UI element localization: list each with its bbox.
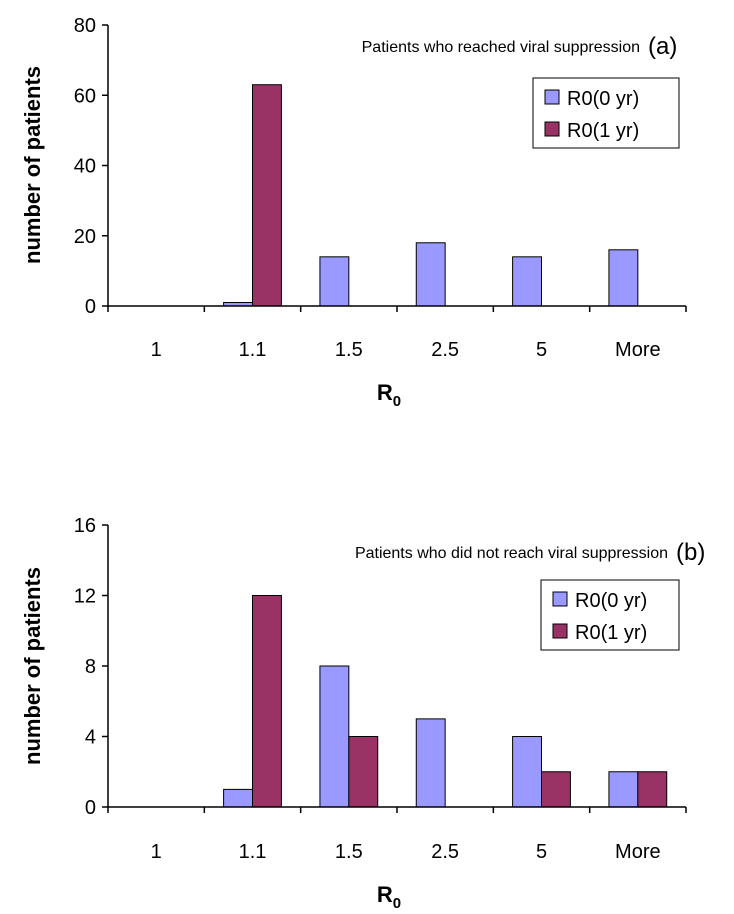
x-axis-title: R0 — [377, 380, 401, 410]
legend: R0(0 yr) R0(1 yr) — [532, 77, 680, 149]
bar-r0-1yr-5 — [541, 771, 571, 808]
legend-label: R0(0 yr) — [575, 590, 647, 612]
panel-label: (a) — [648, 33, 677, 60]
y-tick-label: 0 — [85, 797, 96, 819]
legend-swatch — [552, 591, 568, 607]
x-tick-label: 1 — [151, 841, 162, 863]
y-tick-label: 60 — [74, 85, 96, 107]
bar-r0-1yr-1-1 — [252, 84, 282, 307]
bar-r0-0yr-more — [608, 249, 639, 307]
svg-text:R0: R0 — [377, 882, 401, 912]
x-tick-label: 1 — [151, 339, 162, 361]
legend-label: R0(1 yr) — [567, 120, 639, 142]
y-tick-label: 12 — [74, 586, 96, 608]
bar-r0-0yr-5 — [512, 256, 542, 307]
x-tick-label: 1.5 — [335, 841, 363, 863]
bar-r0-1yr-more — [637, 771, 668, 808]
bar-r0-1yr-1-5 — [348, 736, 379, 808]
bar-r0-0yr-1-5 — [319, 256, 350, 307]
chart-annotation: Patients who did not reach viral suppres… — [355, 545, 668, 562]
x-tick-label: More — [615, 339, 661, 361]
x-tick-label: More — [615, 841, 661, 863]
legend-label: R0(1 yr) — [575, 622, 647, 644]
y-tick-label: 4 — [85, 727, 96, 749]
legend-label: R0(0 yr) — [567, 88, 639, 110]
bar-r0-0yr-1-5 — [319, 665, 350, 808]
panel-label: (b) — [676, 539, 705, 566]
x-axis-title-main: R — [377, 380, 393, 405]
x-tick-label: 1.5 — [335, 339, 363, 361]
legend: R0(0 yr) R0(1 yr) — [540, 579, 680, 651]
bar-r0-0yr-2-5 — [415, 718, 446, 808]
y-tick-label: 40 — [74, 156, 96, 178]
y-tick-label: 16 — [74, 515, 96, 537]
y-tick-label: 20 — [74, 226, 96, 248]
x-tick-label: 5 — [536, 339, 547, 361]
y-axis-title: number of patients — [20, 567, 45, 765]
y-tick-label: 0 — [85, 296, 96, 318]
x-tick-label: 1.1 — [239, 339, 267, 361]
x-tick-label: 2.5 — [431, 339, 459, 361]
x-axis-title-subscript: 0 — [393, 393, 401, 410]
x-tick-label: 5 — [536, 841, 547, 863]
y-tick-label: 8 — [85, 656, 96, 678]
bar-r0-0yr-1-1 — [223, 788, 254, 808]
bar-r0-0yr-more — [608, 771, 639, 808]
bar-r0-1yr-1-1 — [252, 595, 282, 808]
legend-swatch — [552, 623, 568, 639]
x-tick-label: 1.1 — [239, 841, 267, 863]
chart-annotation: Patients who reached viral suppression — [362, 39, 640, 56]
bar-r0-0yr-2-5 — [415, 242, 446, 307]
legend-swatch — [544, 89, 560, 105]
y-tick-label: 80 — [74, 15, 96, 37]
x-axis-title-main: R — [377, 882, 393, 907]
chart-panel-b: number of patients Patients who did not … — [20, 515, 705, 912]
svg-text:R0: R0 — [377, 380, 401, 410]
x-tick-label: 2.5 — [431, 841, 459, 863]
bar-r0-0yr-5 — [512, 736, 542, 808]
legend-swatch — [544, 121, 560, 137]
chart-panel-a: number of patients Patients who reached … — [20, 15, 687, 410]
x-axis-title-subscript: 0 — [393, 895, 401, 912]
x-axis-title: R0 — [377, 882, 401, 912]
y-axis-title: number of patients — [20, 66, 45, 264]
